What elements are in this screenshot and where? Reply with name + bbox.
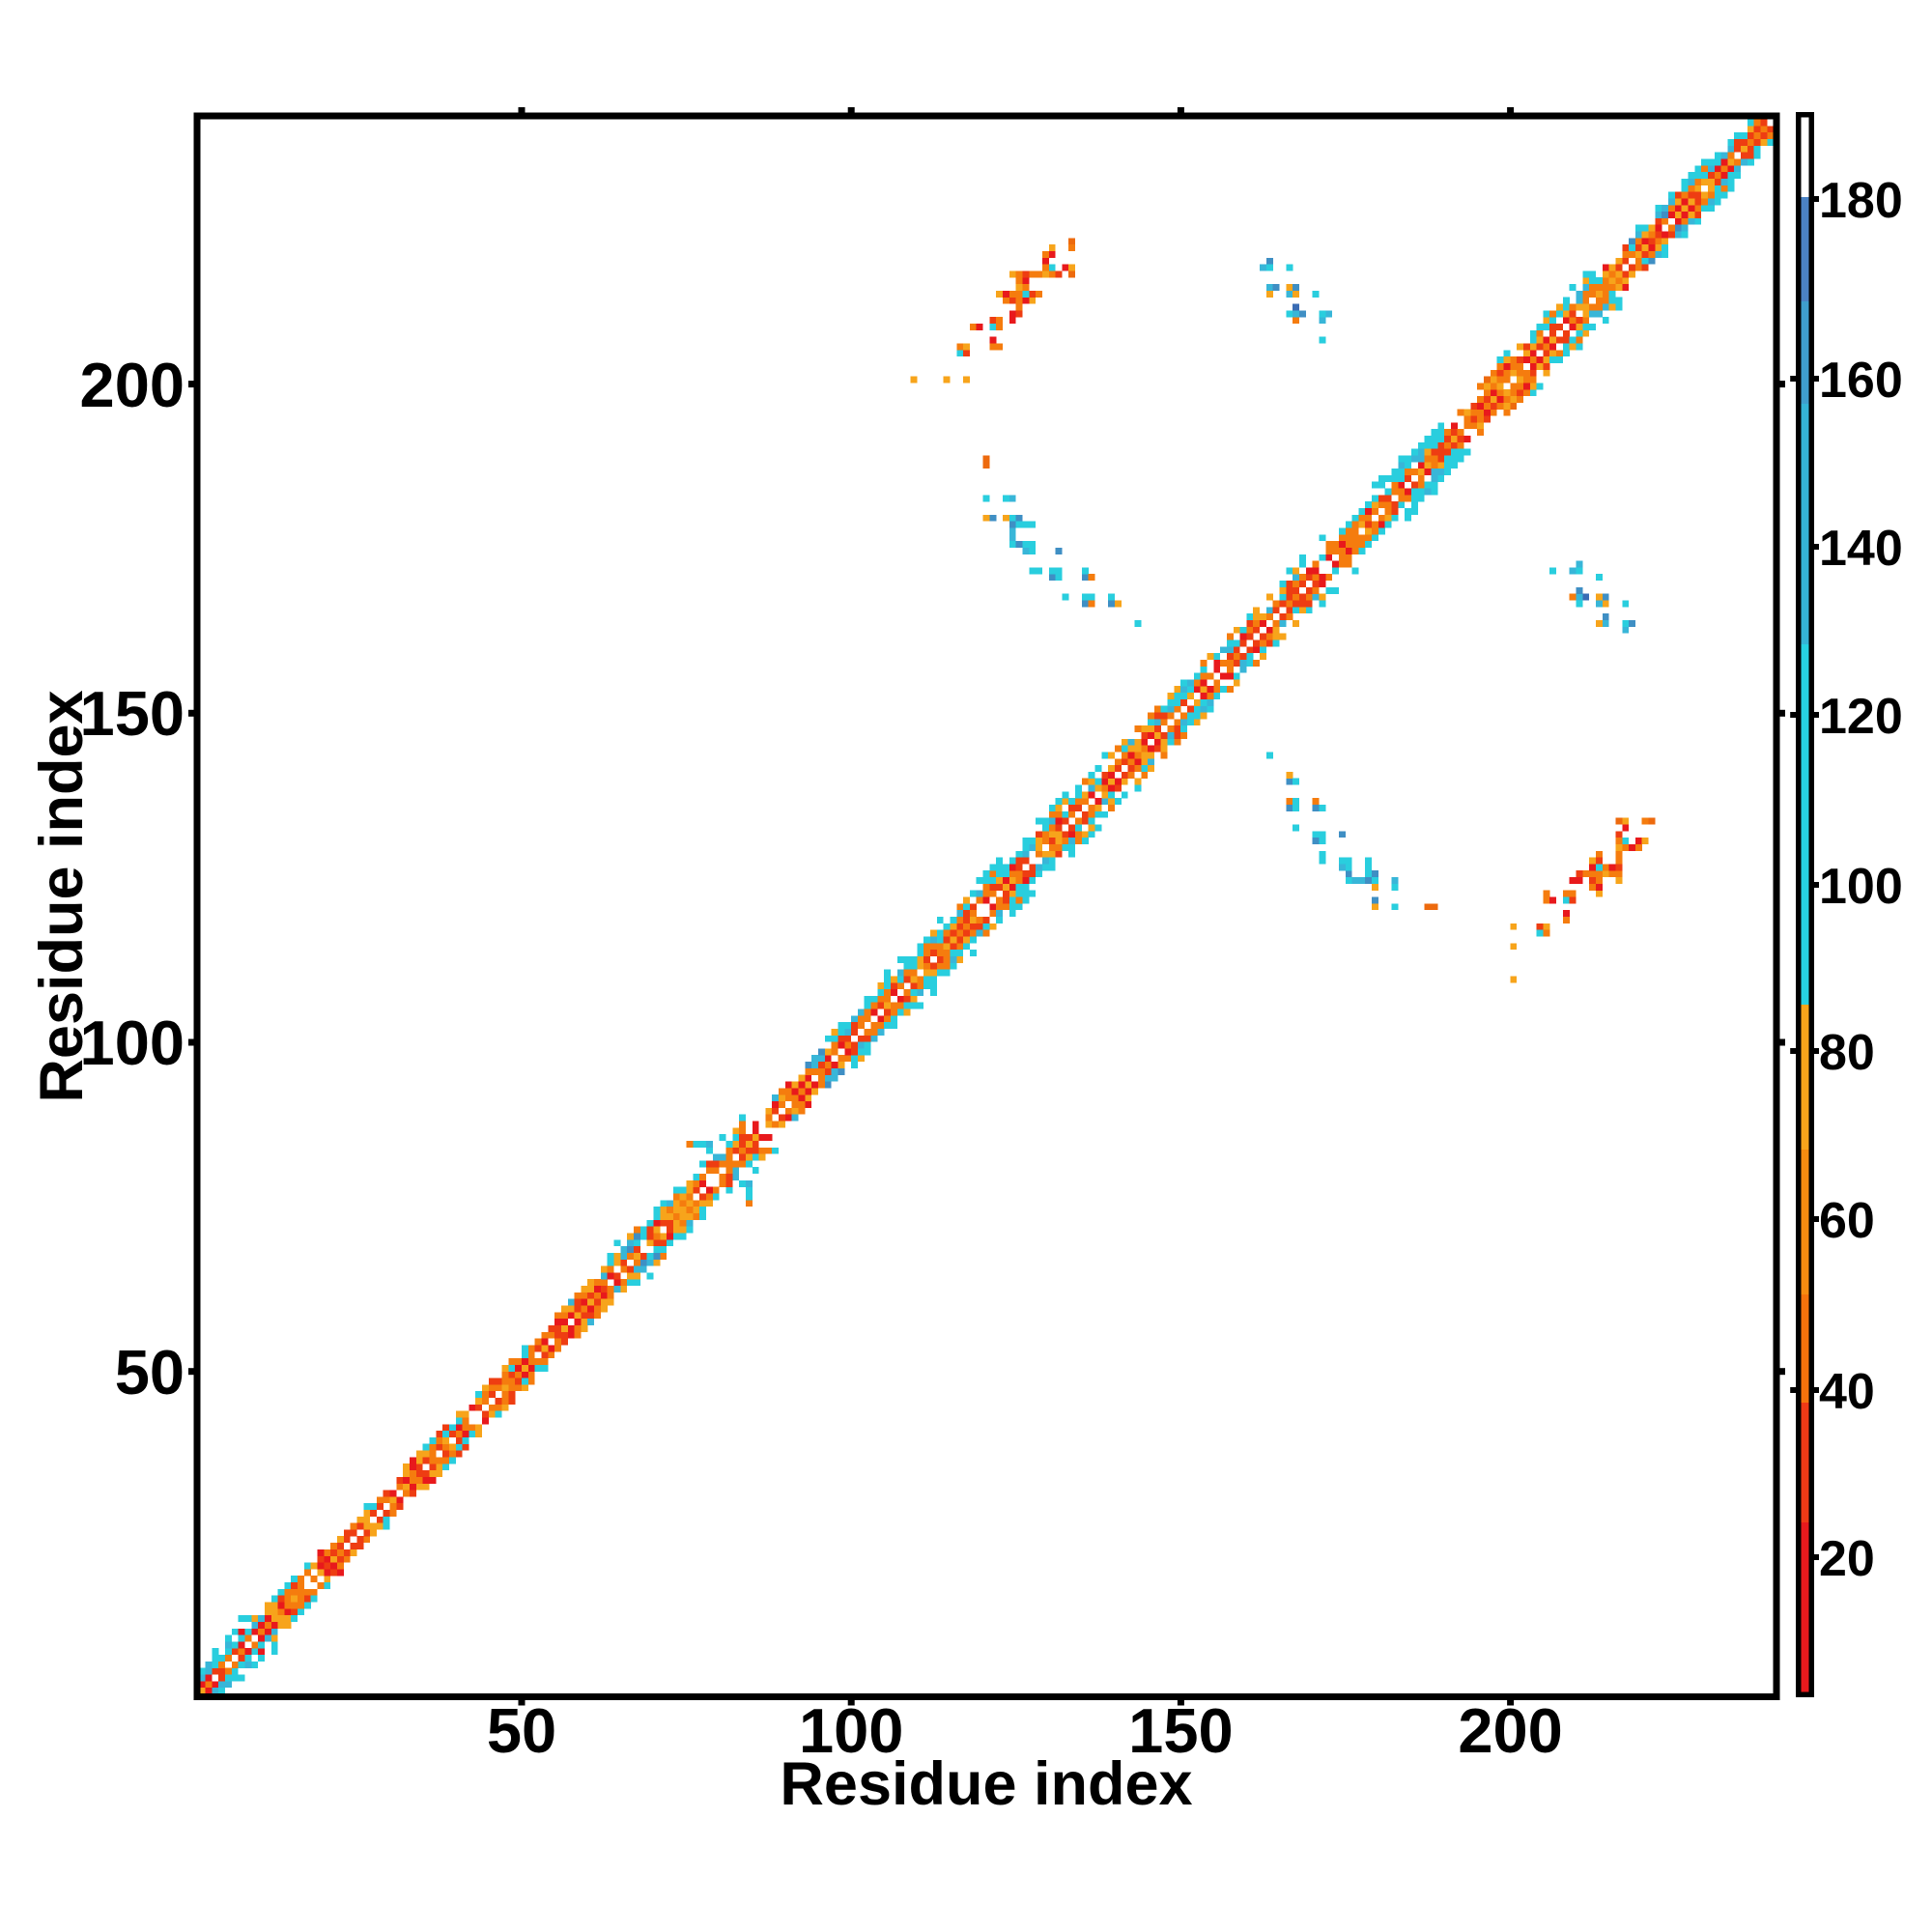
svg-text:180: 180 — [1819, 173, 1903, 229]
svg-text:100: 100 — [80, 1008, 185, 1078]
svg-text:140: 140 — [1819, 521, 1903, 577]
svg-text:20: 20 — [1819, 1531, 1875, 1587]
svg-text:80: 80 — [1819, 1025, 1875, 1081]
svg-text:40: 40 — [1819, 1364, 1875, 1420]
svg-text:100: 100 — [1819, 859, 1903, 915]
svg-text:150: 150 — [80, 678, 185, 749]
svg-text:160: 160 — [1819, 353, 1903, 409]
svg-text:50: 50 — [487, 1695, 556, 1766]
svg-text:120: 120 — [1819, 689, 1903, 745]
svg-text:Residue index: Residue index — [780, 1750, 1192, 1818]
svg-text:Residue index: Residue index — [28, 690, 96, 1102]
svg-text:50: 50 — [115, 1337, 185, 1407]
svg-text:150: 150 — [1128, 1695, 1233, 1766]
svg-text:200: 200 — [1458, 1695, 1562, 1766]
svg-text:200: 200 — [80, 350, 185, 420]
svg-text:60: 60 — [1819, 1193, 1875, 1249]
svg-text:100: 100 — [799, 1695, 903, 1766]
